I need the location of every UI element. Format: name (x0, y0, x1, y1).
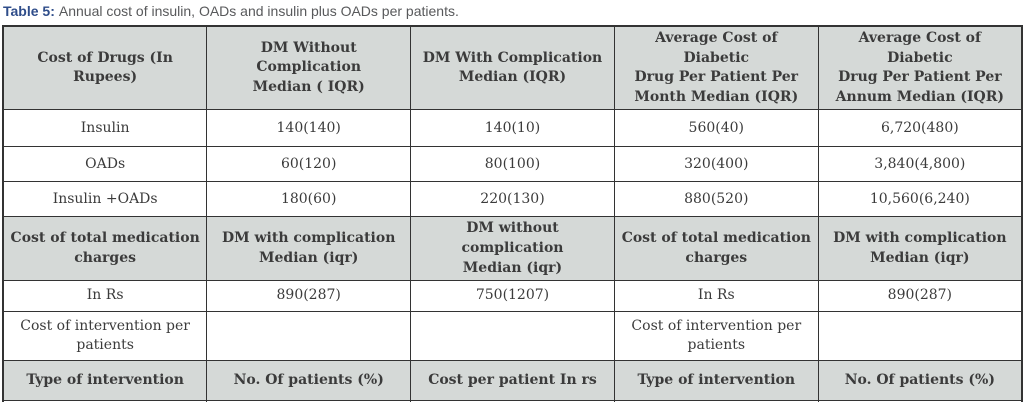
table-cell: 560(40) (613, 109, 819, 148)
table-caption: Table 5: Annual cost of insulin, OADs and… (3, 3, 1023, 19)
table-cell: 10,560(6,240) (817, 181, 1023, 218)
table-cell: Cost of intervention per patients (613, 311, 819, 362)
header-cell: Cost of total medication charges (613, 216, 819, 282)
header-cell: DM with complication Median (iqr) (206, 216, 412, 282)
table-row-oads: OADs 60(120) 80(100) 320(400) 3,840(4,80… (2, 146, 1023, 183)
table-cell: 140(10) (410, 109, 615, 148)
header-cell: Type of intervention (613, 360, 819, 402)
table-header-row-drugs: Cost of Drugs (In Rupees) DM Without Com… (2, 25, 1023, 111)
header-cell: Cost per patient In rs (410, 360, 615, 402)
table-header-row-medication-charges: Cost of total medication charges DM with… (2, 216, 1023, 282)
table-cell: 60(120) (206, 146, 412, 183)
header-cell: Average Cost of Diabetic Drug Per Patien… (613, 25, 819, 111)
table-header-row-intervention: Type of intervention No. Of patients (%)… (2, 360, 1023, 402)
table-cell: Insulin +OADs (2, 181, 208, 218)
table-caption-text: Annual cost of insulin, OADs and insulin… (58, 3, 459, 19)
table-cell (817, 311, 1023, 362)
table-cell: 750(1207) (410, 280, 615, 313)
table-cell: In Rs (613, 280, 819, 313)
header-cell: DM with complication Median (iqr) (817, 216, 1023, 282)
header-cell: Cost of total medication charges (2, 216, 208, 282)
table-cell: 140(140) (206, 109, 412, 148)
annual-cost-table: Cost of Drugs (In Rupees) DM Without Com… (2, 25, 1023, 402)
table-cell: OADs (2, 146, 208, 183)
header-cell: No. Of patients (%) (817, 360, 1023, 402)
table-cell: 50 (50) (817, 400, 1023, 402)
header-cell: DM Without Complication Median ( IQR) (206, 25, 412, 111)
table-cell (206, 311, 412, 362)
header-cell: Average Cost of Diabetic Drug Per Patien… (817, 25, 1023, 111)
table-cell: 890(287) (817, 280, 1023, 313)
table-cell: 320(400) (613, 146, 819, 183)
table-cell: 6,720(480) (817, 109, 1023, 148)
table-cell: In Rs (2, 280, 208, 313)
table-cell: 180(60) (206, 181, 412, 218)
table-cell: 3,840(4,800) (817, 146, 1023, 183)
table-cell (410, 311, 615, 362)
header-cell: Type of intervention (2, 360, 208, 402)
header-cell: Cost of Drugs (In Rupees) (2, 25, 208, 111)
header-cell: DM With Complication Median (IQR) (410, 25, 615, 111)
header-cell: DM without complication Median (iqr) (410, 216, 615, 282)
table-cell: 80(100) (410, 146, 615, 183)
header-cell: No. Of patients (%) (206, 360, 412, 402)
table-cell: Cost of intervention per patients (2, 311, 208, 362)
table-cell: 220(130) (410, 181, 615, 218)
table-cell: 890(287) (206, 280, 412, 313)
table-row-in-rs: In Rs 890(287) 750(1207) In Rs 890(287) (2, 280, 1023, 313)
table-cell: 880(520) (613, 181, 819, 218)
table-row-insulin-plus-oads: Insulin +OADs 180(60) 220(130) 880(520) … (2, 181, 1023, 218)
table-row-cost-of-intervention: Cost of intervention per patients Cost o… (2, 311, 1023, 362)
table-cell: Insulin (2, 109, 208, 148)
table-row-insulin: Insulin 140(140) 140(10) 560(40) 6,720(4… (2, 109, 1023, 148)
table-caption-label: Table 5: (3, 3, 55, 19)
table-row-dialysis: Dialysis 50 (50) 6,000 per month Dialysi… (2, 400, 1023, 402)
